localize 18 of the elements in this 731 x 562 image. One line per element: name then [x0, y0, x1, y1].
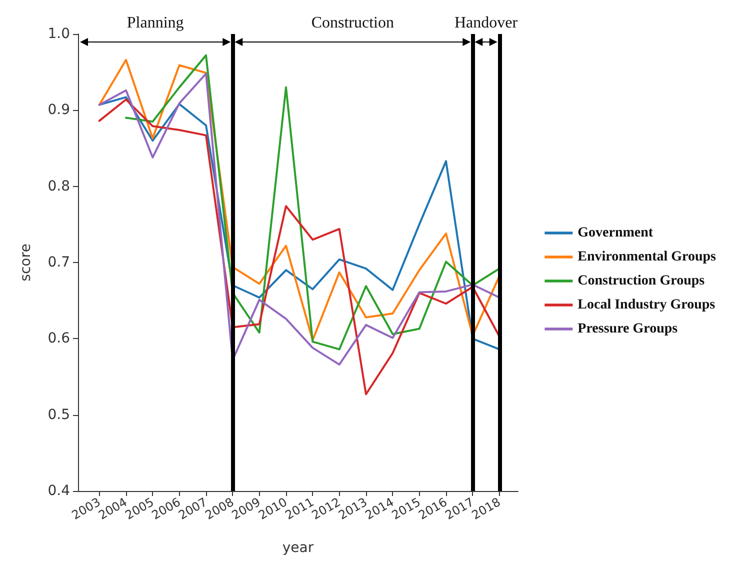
legend-label: Pressure Groups	[578, 322, 678, 336]
legend-label: Government	[578, 226, 654, 240]
y-tick-label: 0.9	[48, 102, 70, 118]
y-tick-label: 0.6	[48, 330, 70, 347]
legend-label: Construction Groups	[578, 274, 706, 288]
y-tick-label: 0.5	[48, 406, 70, 423]
y-tick-label: 0.7	[48, 254, 70, 270]
text: Planning	[126, 14, 184, 32]
x-axis-title: year	[282, 540, 314, 556]
y-tick-label: 0.8	[48, 178, 70, 194]
legend-label: Local Industry Groups	[578, 298, 716, 312]
line-series	[98, 98, 500, 396]
y-axis-title: score	[18, 244, 34, 282]
text: Handover	[454, 14, 518, 32]
legend-label: Environmental Groups	[578, 250, 717, 264]
y-tick-label: 1.0	[48, 26, 70, 42]
text: Construction	[311, 14, 394, 32]
y-tick-label: 0.4	[48, 483, 70, 499]
